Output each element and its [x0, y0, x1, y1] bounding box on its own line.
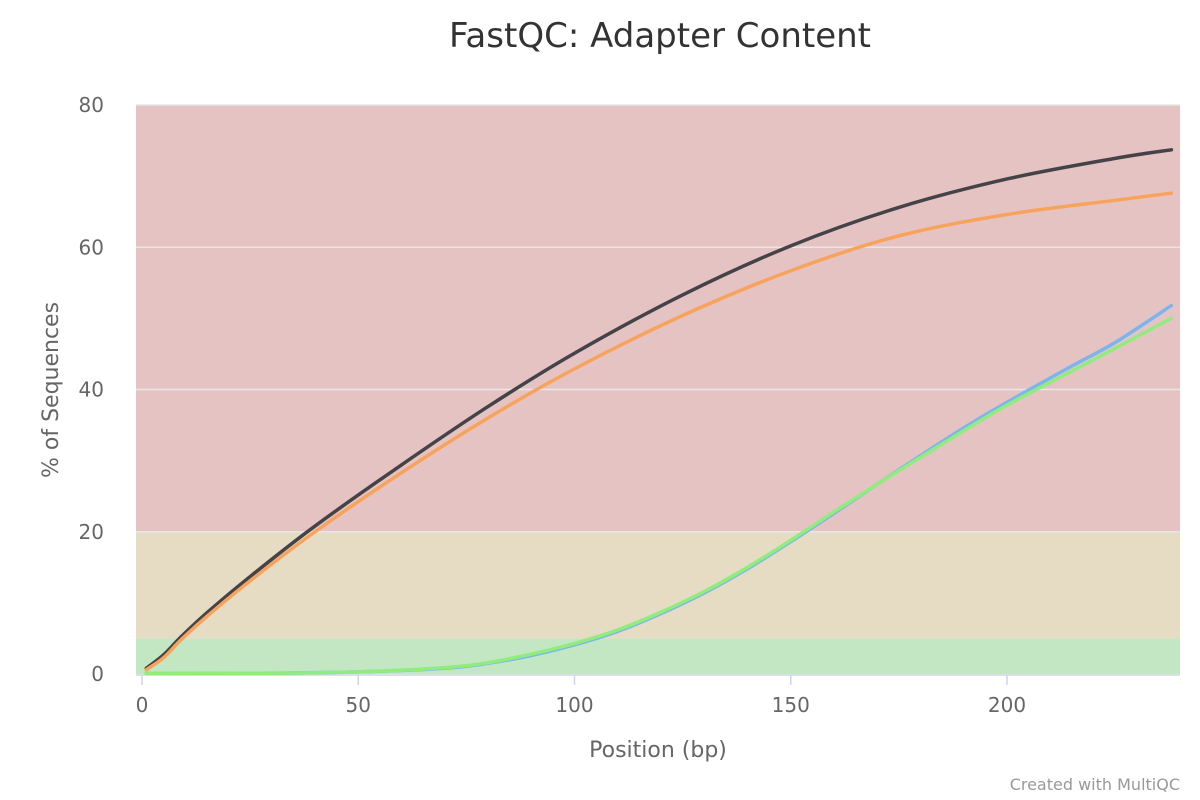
x-tick-label: 200: [988, 693, 1026, 717]
series-line: [144, 316, 1174, 676]
y-tick-label: 80: [79, 93, 104, 117]
y-tick-label: 20: [79, 520, 104, 544]
x-axis-title: Position (bp): [589, 738, 727, 763]
series-line: [144, 191, 1174, 672]
threshold-band: [136, 105, 1180, 532]
series-line: [144, 148, 1174, 671]
y-axis-ticks: 0 20 40 60 80: [79, 93, 104, 686]
threshold-band: [136, 531, 1180, 639]
chart-title: FastQC: Adapter Content: [449, 16, 871, 56]
y-axis-title: % of Sequences: [39, 302, 64, 478]
credit-link[interactable]: Created with MultiQC: [1010, 775, 1180, 794]
threshold-bands: [136, 105, 1180, 674]
x-tick-label: 150: [772, 693, 810, 717]
y-tick-label: 40: [79, 378, 104, 402]
y-tick-label: 0: [91, 662, 104, 686]
y-tick-label: 60: [79, 235, 104, 259]
x-tick-label: 0: [136, 693, 149, 717]
x-tick-label: 50: [346, 693, 371, 717]
series-lines: [144, 148, 1174, 676]
x-axis-ticks: 0 50 100 150 200: [136, 675, 1026, 717]
threshold-band: [136, 638, 1180, 674]
x-tick-label: 100: [555, 693, 593, 717]
